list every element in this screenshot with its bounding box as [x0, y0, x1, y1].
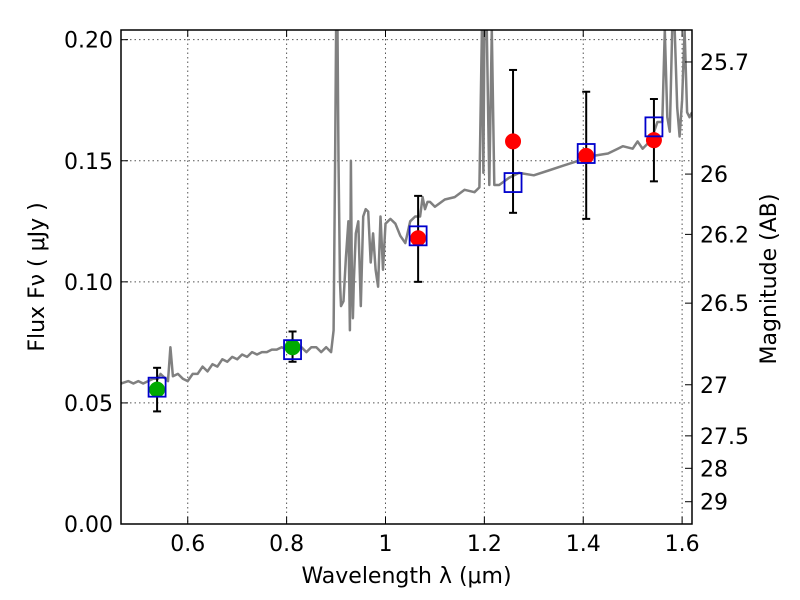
model-flux-square — [503, 172, 523, 193]
x-tick-label: 0.6 — [170, 532, 205, 557]
y2-tick-label: 27 — [700, 374, 728, 399]
grid — [121, 30, 692, 525]
model-flux-square — [408, 225, 428, 247]
ticks-layer: 0.6 0.8 1 1.2 1.4 1.6 0.00 0.05 0.10 0.15 0.20 25.7… — [64, 29, 749, 557]
y-tick-label: 0.20 — [64, 29, 113, 54]
y2-tick-label: 27.5 — [700, 425, 749, 450]
x-tick-label: 1 — [378, 532, 392, 557]
y2-tick-label: 26.5 — [700, 292, 749, 317]
observed-red-point — [645, 132, 662, 149]
y2-tick-label: 25.7 — [700, 51, 749, 76]
x-tick-label: 1.2 — [467, 532, 502, 557]
y2-tick-label: 29 — [700, 491, 728, 516]
model-flux-square — [644, 116, 664, 138]
y-tick-label: 0.00 — [64, 513, 113, 538]
spectrum-layer — [121, 30, 692, 385]
y2-tick-label: 26 — [700, 163, 728, 188]
box-layer — [147, 116, 664, 398]
observed-red-point — [505, 133, 522, 150]
y-axis-title: Flux Fν ( μJy ) — [25, 202, 50, 351]
x-tick-label: 0.8 — [269, 532, 304, 557]
observed-green-point — [284, 339, 301, 356]
y-tick-label: 0.15 — [64, 150, 113, 175]
y2-axis-title: Magnitude (AB) — [757, 194, 782, 365]
observed-red-point — [410, 230, 427, 247]
observed-green-point — [149, 381, 166, 398]
y-tick-label: 0.05 — [64, 392, 113, 417]
spectrum-line — [121, 30, 692, 385]
observed-red-point — [578, 147, 595, 164]
model-flux-square — [283, 339, 302, 361]
y-tick-label: 0.10 — [64, 271, 113, 296]
x-tick-label: 1.4 — [566, 532, 601, 557]
points-layer — [149, 132, 662, 398]
x-axis-title: Wavelength λ (μm) — [301, 564, 511, 589]
model-flux-square — [576, 143, 596, 164]
x-tick-label: 1.6 — [665, 532, 700, 557]
plot-frame — [120, 29, 693, 525]
y2-tick-label: 26.2 — [700, 223, 749, 248]
model-flux-square — [147, 376, 167, 398]
y2-tick-label: 28 — [700, 457, 728, 482]
